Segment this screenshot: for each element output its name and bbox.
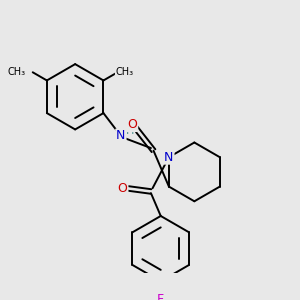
Text: N: N (164, 151, 174, 164)
Text: CH₃: CH₃ (116, 67, 134, 77)
Text: H: H (126, 126, 134, 136)
Text: F: F (157, 293, 164, 300)
Text: CH₃: CH₃ (8, 67, 26, 77)
Text: O: O (118, 182, 128, 195)
Text: N: N (116, 130, 126, 142)
Text: O: O (128, 118, 137, 131)
